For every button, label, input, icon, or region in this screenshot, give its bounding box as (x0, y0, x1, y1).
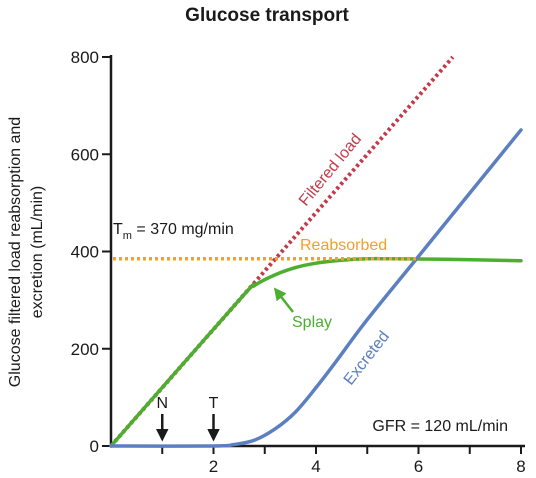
y-axis-label-line-1: Glucose filtered load reabsorption and (7, 117, 24, 387)
x-tick-label: 2 (209, 457, 218, 476)
x-tick-label: 6 (414, 457, 423, 476)
label-splay: Splay (292, 314, 332, 331)
tm-label-value: = 370 mg/min (132, 221, 234, 238)
y-tick-label: 200 (71, 340, 99, 359)
y-axis-label-line-2: excretion (mL/min) (29, 186, 46, 318)
tm-label-sub: m (123, 230, 132, 242)
y-axis-label: Glucose filtered load reabsorption and e… (7, 117, 46, 387)
chart-title: Glucose transport (185, 5, 349, 26)
label-reabsorbed: Reabsorbed (300, 237, 387, 254)
y-tick-label: 600 (71, 145, 99, 164)
series-line-excreted (109, 128, 523, 448)
x-tick-label: 4 (311, 457, 320, 476)
y-tick-label: 400 (71, 243, 99, 262)
y-tick-label: 800 (71, 48, 99, 67)
y-ticks: 0 200 400 600 800 (71, 48, 111, 456)
x-tick-label: 8 (516, 457, 525, 476)
gfr-label: GFR = 120 mL/min (372, 418, 508, 435)
x-ticks: 2 4 6 8 (161, 446, 526, 476)
tm-label-main: T (113, 221, 123, 238)
splay-arrow (273, 287, 294, 313)
marker-label-t: T (209, 395, 219, 412)
y-tick-label: 0 (90, 437, 99, 456)
tm-label: Tm = 370 mg/min (113, 221, 234, 242)
label-excreted: Excreted (341, 328, 393, 388)
marker-label-n: N (156, 395, 168, 412)
